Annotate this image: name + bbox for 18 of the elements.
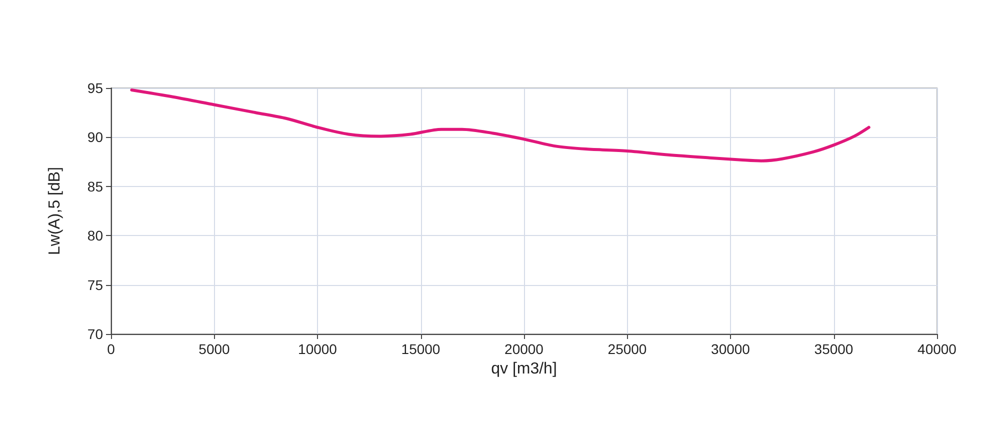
x-tick-label: 15000 xyxy=(401,341,440,357)
y-tick-label: 75 xyxy=(87,276,104,293)
line-series xyxy=(130,88,870,162)
y-tick-label: 95 xyxy=(87,80,104,96)
x-tick-label: 5000 xyxy=(198,341,230,357)
y-tick-label: 85 xyxy=(87,178,104,194)
y-tick-label: 80 xyxy=(87,228,104,244)
x-tick-label: 20000 xyxy=(504,341,544,357)
x-tick-label: 0 xyxy=(107,341,116,357)
x-tick-label: 30000 xyxy=(711,341,750,357)
y-tick-label: 70 xyxy=(87,326,104,342)
y-tick-label: 90 xyxy=(87,129,104,146)
x-axis-title: qv [m3/h] xyxy=(491,360,557,378)
y-axis-title: Lw(A),5 [dB] xyxy=(46,166,64,256)
x-tick-label: 40000 xyxy=(918,341,957,357)
x-tick-label: 25000 xyxy=(608,341,647,357)
x-tick-label: 35000 xyxy=(814,341,854,357)
x-tick-label: 10000 xyxy=(298,341,338,357)
